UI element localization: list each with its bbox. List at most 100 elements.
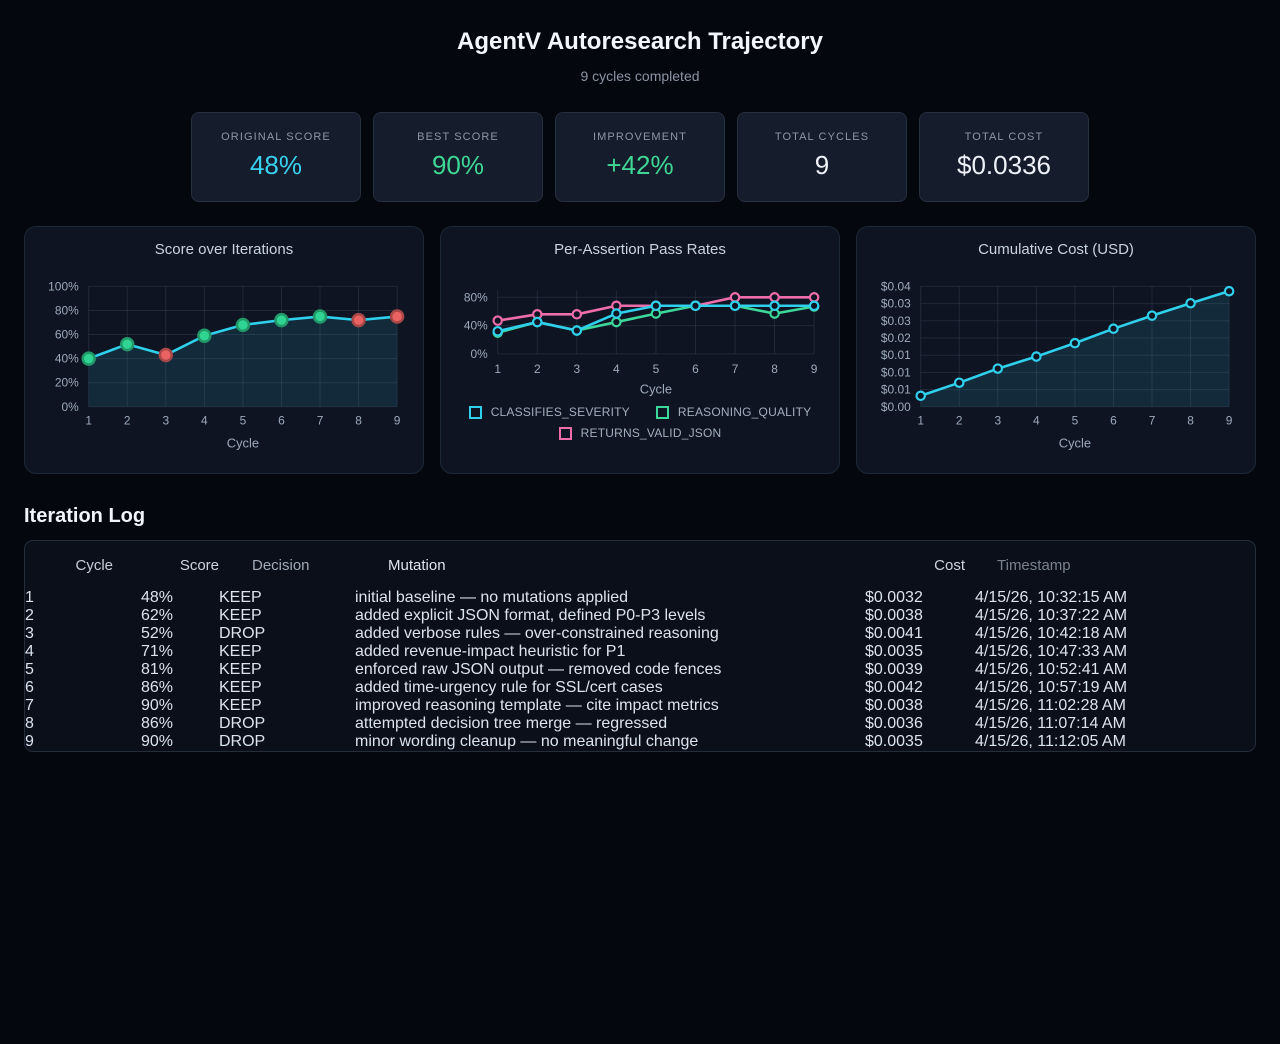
svg-text:8: 8 (355, 414, 362, 428)
table-body: 1 48% KEEP initial baseline — no mutatio… (25, 589, 1255, 751)
table-row: 3 52% DROP added verbose rules — over-co… (25, 625, 1255, 643)
cell-cycle: 7 (25, 697, 34, 714)
cell-cycle: 1 (25, 589, 34, 606)
chart-title: Cumulative Cost (USD) (978, 241, 1134, 258)
svg-text:1: 1 (494, 362, 501, 376)
cell-score: 86% (141, 679, 174, 696)
svg-text:80%: 80% (464, 290, 488, 304)
legend-label: CLASSIFIES_SEVERITY (490, 405, 630, 419)
cell-decision: KEEP (219, 661, 355, 679)
svg-text:4: 4 (201, 414, 208, 428)
decision-badge: KEEP (219, 679, 262, 696)
cell-timestamp: 4/15/26, 10:37:22 AM (975, 607, 1128, 624)
cell-cost: $0.0035 (865, 643, 923, 660)
legend-swatch (655, 405, 669, 419)
cell-score: 90% (141, 697, 174, 714)
svg-text:9: 9 (1226, 414, 1233, 428)
svg-text:3: 3 (573, 362, 580, 376)
stat-value: +42% (606, 150, 674, 180)
cell-score: 86% (141, 715, 174, 732)
legend-item-reasoning_quality[interactable]: REASONING_QUALITY (655, 405, 812, 419)
stat-card-improvement: IMPROVEMENT +42% (555, 112, 725, 202)
svg-text:2: 2 (534, 362, 541, 376)
svg-text:5: 5 (653, 362, 660, 376)
table-row: 1 48% KEEP initial baseline — no mutatio… (25, 589, 1255, 607)
svg-text:2: 2 (956, 414, 963, 428)
cell-mutation: added explicit JSON format, defined P0-P… (355, 607, 706, 624)
svg-text:6: 6 (692, 362, 699, 376)
table-row: 6 86% KEEP added time-urgency rule for S… (25, 679, 1255, 697)
svg-text:9: 9 (811, 362, 818, 376)
cell-cycle: 8 (25, 715, 34, 732)
cell-decision: KEEP (219, 589, 355, 607)
svg-text:$0.01: $0.01 (881, 383, 911, 397)
pass-rates-line-chart: 1 2 3 4 5 6 7 8 9 0% 40% 80% Cycle (464, 290, 820, 397)
svg-text:4: 4 (1033, 414, 1040, 428)
svg-text:8: 8 (1187, 414, 1194, 428)
legend-label: REASONING_QUALITY (677, 405, 812, 419)
cell-mutation: added time-urgency rule for SSL/cert cas… (355, 679, 663, 696)
stat-label: ORIGINAL SCORE (221, 131, 331, 143)
cell-mutation: attempted decision tree merge — regresse… (355, 715, 668, 732)
table-row: 2 62% KEEP added explicit JSON format, d… (25, 607, 1255, 625)
cell-cost: $0.0038 (865, 607, 923, 624)
charts-row: Score over Iterations 1 2 3 4 5 6 7 8 9 0% 20% 40% 6… (24, 226, 1256, 474)
col-header-cycle: Cycle (75, 556, 113, 574)
col-header-cost: Cost (934, 556, 965, 574)
stat-card-original-score: ORIGINAL SCORE 48% (191, 112, 361, 202)
chart-card-cumulative-cost: Cumulative Cost (USD) 1 2 3 4 5 6 7 8 9 $0.00 $0.0… (856, 226, 1256, 474)
svg-text:1: 1 (917, 414, 924, 428)
svg-text:7: 7 (732, 362, 739, 376)
cell-timestamp: 4/15/26, 10:47:33 AM (975, 643, 1128, 660)
cell-score: 62% (141, 607, 174, 624)
svg-text:8: 8 (771, 362, 778, 376)
cell-decision: DROP (219, 625, 355, 643)
cell-mutation: enforced raw JSON output — removed code … (355, 661, 722, 678)
iteration-log-table: Cycle Score Decision Mutation Cost Times… (24, 540, 1256, 752)
svg-text:$0.01: $0.01 (881, 348, 911, 362)
col-header-score: Score (179, 556, 219, 574)
cell-timestamp: 4/15/26, 11:07:14 AM (975, 715, 1126, 732)
cell-score: 52% (141, 625, 174, 642)
table-header-row: Cycle Score Decision Mutation Cost Times… (25, 541, 1255, 589)
stat-value: $0.0336 (957, 150, 1051, 180)
cell-cost: $0.0035 (865, 733, 923, 750)
stat-label: TOTAL CYCLES (774, 131, 870, 143)
decision-badge: KEEP (219, 589, 262, 606)
svg-text:0%: 0% (470, 347, 488, 361)
svg-text:9: 9 (394, 414, 401, 428)
svg-text:Cycle: Cycle (1059, 436, 1091, 451)
chart-title: Per-Assertion Pass Rates (554, 241, 726, 258)
svg-text:3: 3 (162, 414, 169, 428)
cell-timestamp: 4/15/26, 10:42:18 AM (975, 625, 1128, 642)
decision-badge: KEEP (219, 607, 262, 624)
cell-cost: $0.0032 (865, 589, 923, 606)
svg-text:40%: 40% (464, 319, 488, 333)
page-subtitle: 9 cycles completed (580, 68, 700, 84)
cell-cycle: 9 (25, 733, 34, 750)
svg-text:Cycle: Cycle (640, 382, 672, 397)
stat-card-total-cost: TOTAL COST $0.0336 (919, 112, 1089, 202)
cell-score: 48% (141, 589, 174, 606)
table-row: 9 90% DROP minor wording cleanup — no me… (25, 733, 1255, 751)
legend-item-classifies_severity[interactable]: CLASSIFIES_SEVERITY (468, 405, 630, 419)
cell-cost: $0.0042 (865, 679, 923, 696)
cell-timestamp: 4/15/26, 11:02:28 AM (975, 697, 1126, 714)
svg-text:60%: 60% (55, 328, 79, 342)
decision-badge: KEEP (219, 661, 262, 678)
svg-text:$0.03: $0.03 (881, 297, 911, 311)
page-title: AgentV Autoresearch Trajectory (457, 28, 823, 55)
cell-cost: $0.0038 (865, 697, 923, 714)
cell-decision: KEEP (219, 643, 355, 661)
svg-text:1: 1 (85, 414, 92, 428)
cell-cycle: 4 (25, 643, 34, 660)
cell-score: 71% (141, 643, 174, 660)
cell-cost: $0.0041 (865, 625, 923, 642)
stat-card-total-cycles: TOTAL CYCLES 9 (737, 112, 907, 202)
cell-timestamp: 4/15/26, 10:52:41 AM (975, 661, 1128, 678)
cell-mutation: added verbose rules — over-constrained r… (355, 625, 719, 642)
cell-mutation: improved reasoning template — cite impac… (355, 697, 719, 714)
legend-item-returns_valid_json[interactable]: RETURNS_VALID_JSON (558, 426, 722, 440)
svg-text:3: 3 (994, 414, 1001, 428)
cell-cost: $0.0036 (865, 715, 923, 732)
